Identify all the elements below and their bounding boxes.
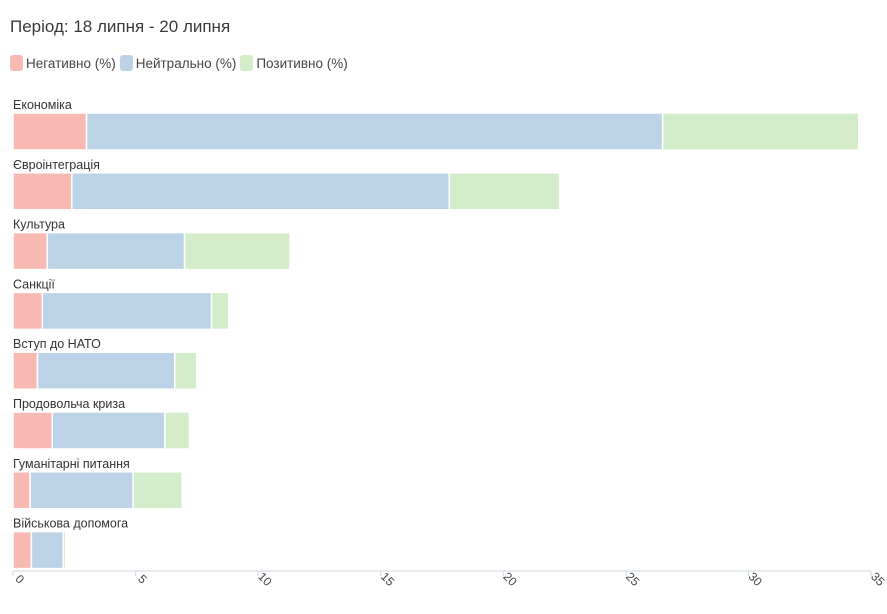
bar-segment-positive[interactable] <box>661 112 860 151</box>
legend-label-positive: Позитивно (%) <box>256 55 348 71</box>
legend-label-neutral: Нейтрально (%) <box>135 55 237 71</box>
x-tick-label: 0 <box>13 572 28 587</box>
bar-segment-negative[interactable] <box>12 411 53 450</box>
legend-swatch-neutral <box>119 55 133 71</box>
bar-segment-positive[interactable] <box>183 231 291 271</box>
category-label: Економіка <box>13 98 72 112</box>
legend-item-neutral[interactable]: Нейтрально (%) <box>119 55 237 71</box>
bar-segment-negative[interactable] <box>12 471 31 510</box>
bar-segment-negative[interactable] <box>12 172 73 211</box>
bar-segment-positive[interactable] <box>210 291 230 331</box>
bar-segment-positive[interactable] <box>62 530 67 570</box>
bar-segment-negative[interactable] <box>12 112 88 151</box>
bar-segment-neutral[interactable] <box>85 112 664 151</box>
bar-segment-positive[interactable] <box>174 351 198 390</box>
legend-swatch-positive <box>240 55 254 71</box>
bar-segment-neutral[interactable] <box>46 231 186 271</box>
bar-segment-negative[interactable] <box>12 351 39 390</box>
bar-segment-neutral[interactable] <box>51 411 166 450</box>
bar-segment-positive[interactable] <box>448 172 561 211</box>
category-label: Санкції <box>13 277 55 291</box>
legend-item-negative[interactable]: Негативно (%) <box>10 55 116 71</box>
bar-segment-neutral[interactable] <box>71 172 451 211</box>
legend: Негативно (%) Нейтрально (%) Позитивно (… <box>10 55 352 71</box>
bar-segment-positive[interactable] <box>164 411 191 450</box>
bar-segment-negative[interactable] <box>12 530 33 570</box>
bar-segment-negative[interactable] <box>12 231 49 271</box>
bar-segment-neutral[interactable] <box>41 291 213 331</box>
bar-segment-negative[interactable] <box>12 291 44 331</box>
category-label: Військова допомога <box>13 517 128 531</box>
legend-swatch-negative <box>10 55 23 71</box>
category-label: Гуманітарні питання <box>13 457 130 471</box>
bar-segment-neutral[interactable] <box>30 530 65 570</box>
category-label: Євроінтеграція <box>13 158 100 172</box>
legend-label-negative: Негативно (%) <box>26 55 116 71</box>
legend-item-positive[interactable]: Позитивно (%) <box>240 55 348 71</box>
chart-title: Період: 18 липня - 20 липня <box>10 17 231 36</box>
bar-segment-neutral[interactable] <box>29 471 134 510</box>
category-label: Культура <box>13 218 65 232</box>
bar-segment-positive[interactable] <box>132 471 183 510</box>
bar-segment-neutral[interactable] <box>36 351 176 390</box>
category-label: Вступ до НАТО <box>13 337 101 351</box>
category-label: Продовольча криза <box>13 397 125 411</box>
x-tick-label: 5 <box>135 572 150 587</box>
